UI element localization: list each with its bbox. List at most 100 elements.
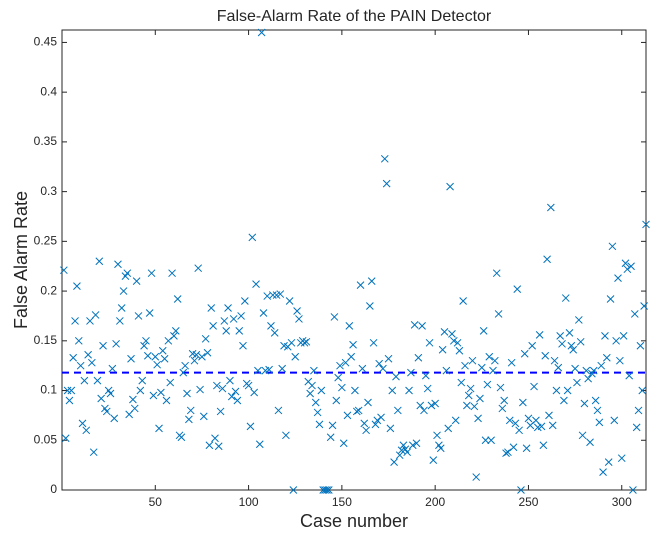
point [89, 448, 98, 457]
point [623, 265, 632, 274]
point [246, 422, 255, 431]
point [213, 381, 221, 390]
point [612, 336, 621, 345]
point [517, 486, 525, 494]
point [211, 434, 219, 443]
point [170, 331, 178, 340]
point [244, 381, 253, 390]
point [408, 441, 417, 450]
point [399, 441, 408, 450]
point [106, 389, 115, 398]
y-tick-label: 0.45 [34, 35, 58, 49]
point [474, 414, 482, 423]
point [209, 322, 217, 330]
point [358, 364, 367, 373]
point [326, 433, 335, 442]
point [366, 302, 374, 310]
y-axis-label: False Alarm Rate [11, 191, 31, 329]
point [384, 354, 393, 363]
point [265, 365, 273, 374]
point [573, 378, 581, 387]
point [302, 337, 311, 346]
point [354, 406, 363, 415]
point [565, 329, 574, 337]
point [338, 383, 346, 392]
y-tick-label: 0.1 [40, 383, 57, 397]
point [377, 413, 385, 422]
point [237, 312, 245, 320]
point [162, 396, 171, 405]
point [571, 364, 579, 373]
point [476, 394, 484, 403]
point [324, 486, 333, 494]
point [185, 415, 193, 424]
y-tick-label: 0.05 [34, 432, 58, 446]
point [80, 376, 89, 385]
point [155, 424, 163, 433]
point [334, 373, 342, 382]
point [186, 406, 195, 415]
point [616, 356, 624, 365]
point [520, 349, 529, 358]
y-tick-label: 0.35 [34, 134, 58, 148]
point [112, 339, 120, 348]
point [511, 419, 520, 428]
point [524, 414, 533, 423]
point [227, 392, 236, 401]
point [541, 351, 550, 360]
point [380, 154, 389, 163]
point [574, 316, 583, 324]
point [60, 266, 68, 275]
point [168, 269, 176, 278]
point [67, 386, 76, 395]
point [472, 473, 481, 481]
point [416, 401, 425, 410]
point [386, 424, 395, 433]
x-tick-label: 100 [239, 495, 259, 509]
point [332, 396, 341, 405]
point [276, 290, 285, 298]
point [233, 396, 242, 405]
point [388, 386, 397, 395]
point [604, 458, 613, 467]
point [563, 386, 572, 395]
point [352, 407, 361, 416]
point [498, 404, 507, 413]
point [313, 408, 322, 417]
point [91, 311, 100, 319]
point [373, 416, 382, 425]
point [457, 378, 466, 387]
point [519, 398, 527, 407]
point [190, 356, 199, 365]
point [199, 412, 208, 421]
point [545, 411, 553, 420]
point [248, 233, 257, 242]
point [226, 376, 234, 385]
point [364, 398, 372, 407]
point [505, 416, 514, 425]
point [117, 304, 126, 312]
point [173, 295, 182, 303]
point [140, 341, 148, 350]
point [436, 444, 445, 453]
point [582, 366, 591, 375]
point [300, 338, 309, 347]
point [567, 341, 576, 350]
point [179, 368, 188, 377]
point [382, 179, 391, 188]
point [177, 433, 186, 442]
point [130, 404, 139, 413]
point [132, 277, 141, 285]
point [423, 384, 432, 393]
point [371, 420, 380, 429]
point [220, 317, 229, 325]
point [306, 389, 315, 398]
point [252, 280, 260, 288]
point [642, 220, 650, 229]
x-tick-label: 50 [149, 495, 163, 509]
point [145, 309, 154, 317]
point [61, 434, 70, 443]
point [393, 406, 402, 415]
point [76, 361, 85, 370]
point [638, 386, 647, 395]
